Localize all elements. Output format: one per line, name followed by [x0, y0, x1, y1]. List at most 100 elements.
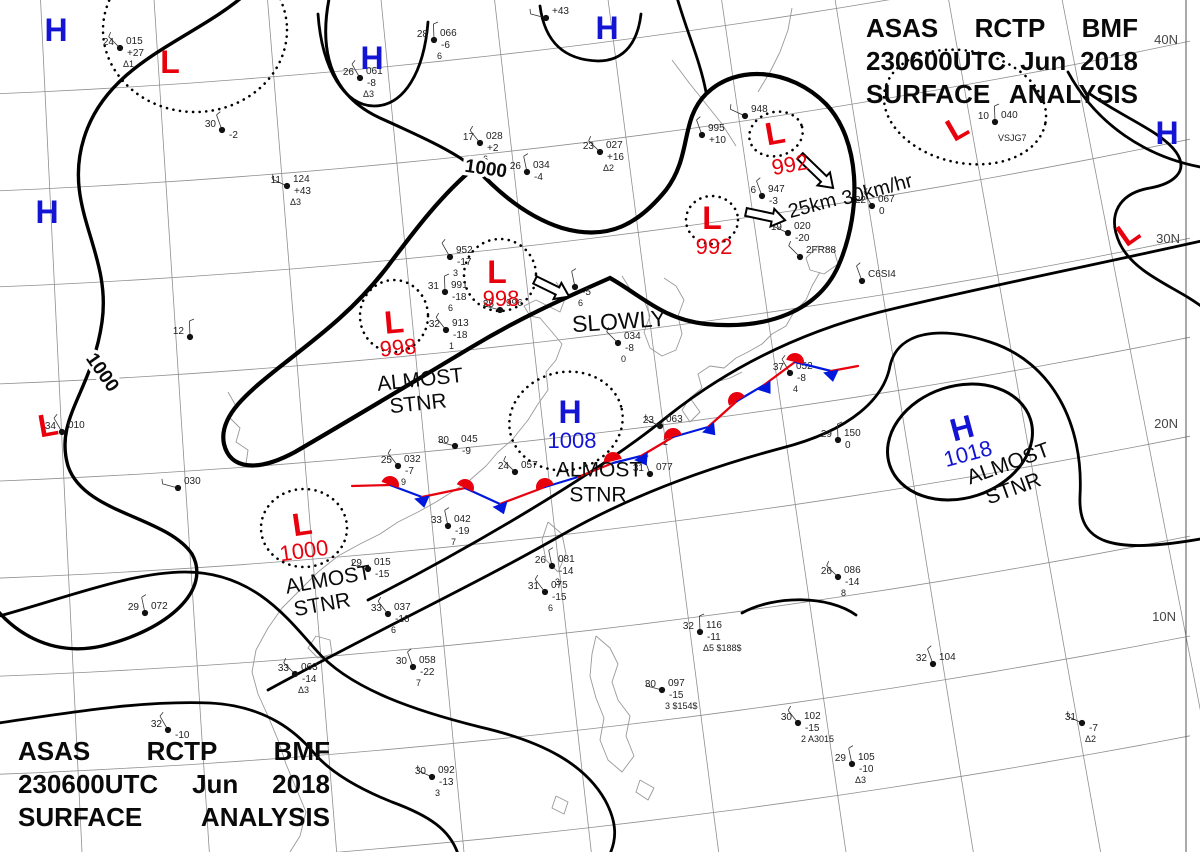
- station-temperature: 34: [45, 421, 57, 432]
- station-pressure: 913: [452, 318, 469, 329]
- wind-barb: [856, 262, 861, 267]
- stationary-front-segment: [498, 485, 547, 506]
- station-pressure: 092: [438, 765, 455, 776]
- station-temperature: 30: [645, 679, 657, 690]
- station-circle: [409, 663, 417, 671]
- station-plot: C6SI4: [856, 262, 896, 285]
- annotation-text: 1000: [463, 156, 508, 183]
- latitude-label: 10N: [1152, 609, 1176, 624]
- low-pressure-symbol: L: [487, 254, 507, 290]
- station-dewpoint: -19: [455, 526, 470, 537]
- station-circle: [394, 462, 402, 470]
- coastline: [757, 7, 793, 93]
- wind-barb: [756, 177, 761, 182]
- station-temperature: 30: [205, 119, 217, 130]
- station-circle: [834, 436, 842, 444]
- station-extra: 3: [453, 268, 458, 278]
- station-temperature: 10: [978, 111, 990, 122]
- high-pressure-symbol: H: [44, 12, 67, 48]
- station-temperature: 31: [428, 281, 440, 292]
- station-plot: +43: [529, 6, 569, 22]
- station-dewpoint: -13: [439, 777, 454, 788]
- station-extra: 6: [391, 625, 396, 635]
- pressure-value: 992: [696, 234, 733, 259]
- station-plot: 26 081-143: [535, 547, 575, 587]
- station-dewpoint: -18: [452, 292, 467, 303]
- station-circle: [446, 253, 454, 261]
- pressure-value: 992: [770, 149, 811, 180]
- isobar: [266, 331, 1200, 692]
- station-pressure: 020: [794, 221, 811, 232]
- meridian-line: [1061, 0, 1200, 711]
- wind-barb: [216, 111, 221, 116]
- station-temperature: 31: [528, 581, 540, 592]
- station-circle: [794, 719, 802, 727]
- title-word: ANALYSIS: [200, 802, 330, 832]
- wind-barb: [548, 547, 554, 551]
- station-plot: 19 020-20: [771, 221, 811, 244]
- wind-barb: [441, 238, 446, 244]
- station-circle: [58, 428, 66, 436]
- isobar: [0, 0, 242, 651]
- meridian-line: [607, 0, 720, 852]
- station-temperature: 25: [381, 455, 393, 466]
- station-dewpoint: -10: [175, 730, 190, 741]
- wind-barb: [571, 268, 577, 272]
- station-dewpoint: -17: [457, 257, 472, 268]
- station-circle: [218, 126, 226, 134]
- station-extra: 6: [548, 603, 553, 613]
- pressure-value: 998: [379, 333, 418, 361]
- station-circle: [428, 773, 436, 781]
- station-circle: [451, 442, 459, 450]
- station-dewpoint: -11: [707, 632, 721, 643]
- station-pressure: 072: [151, 601, 168, 612]
- station-plot: 29 015-15: [351, 557, 391, 580]
- station-dewpoint: 0: [845, 440, 851, 451]
- title-line-1: ASAS RCTP BMF: [866, 12, 1138, 45]
- station-pressure: 027: [606, 140, 623, 151]
- latitude-label: 40N: [1154, 32, 1178, 47]
- meridian-line: [380, 0, 465, 852]
- high-pressure-symbol: H: [595, 10, 618, 46]
- station-plot: 30 092-133: [415, 765, 455, 798]
- station-pressure: 058: [419, 655, 436, 666]
- wind-barb: [781, 354, 786, 360]
- station-circle: [656, 422, 664, 430]
- dashed-contour: [259, 487, 349, 569]
- station-circle: [786, 369, 794, 377]
- cold-front-symbol: [414, 495, 430, 508]
- station-temperature: 6: [750, 185, 756, 196]
- station-extra: 8: [841, 588, 846, 598]
- station-plot: 30 058-227: [396, 648, 436, 688]
- station-dewpoint: -18: [453, 330, 468, 341]
- station-plot: 32 913-181: [429, 312, 469, 351]
- station-plot: 952-173: [441, 238, 473, 278]
- station-dewpoint: -10: [859, 764, 874, 775]
- title-line-3: SURFACE ANALYSIS: [18, 801, 330, 834]
- cold-front-symbol: [757, 380, 771, 394]
- warm-front-symbol: [728, 392, 745, 406]
- station-plot: 32 104: [916, 645, 956, 668]
- station-extra: Δ2: [603, 163, 614, 173]
- station-circle: [442, 326, 450, 334]
- stationary-front-segment: [576, 461, 615, 479]
- high-pressure-symbol: H: [558, 394, 581, 430]
- title-word: ANALYSIS: [1008, 79, 1138, 109]
- wind-barb: [387, 448, 392, 454]
- station-circle: [658, 686, 666, 694]
- station-pressure: 948: [751, 104, 768, 115]
- station-temperature: 30: [415, 766, 427, 777]
- dashed-contour: [358, 278, 430, 354]
- wind-barb: [503, 455, 507, 461]
- wind-barb: [159, 711, 164, 717]
- station-extra: Δ5 $188$: [703, 643, 742, 653]
- station-plot: 28 066-66: [417, 21, 457, 61]
- station-circle: [186, 333, 194, 341]
- meridian-line: [267, 0, 338, 852]
- station-circle: [758, 192, 766, 200]
- station-temperature: 29: [835, 753, 847, 764]
